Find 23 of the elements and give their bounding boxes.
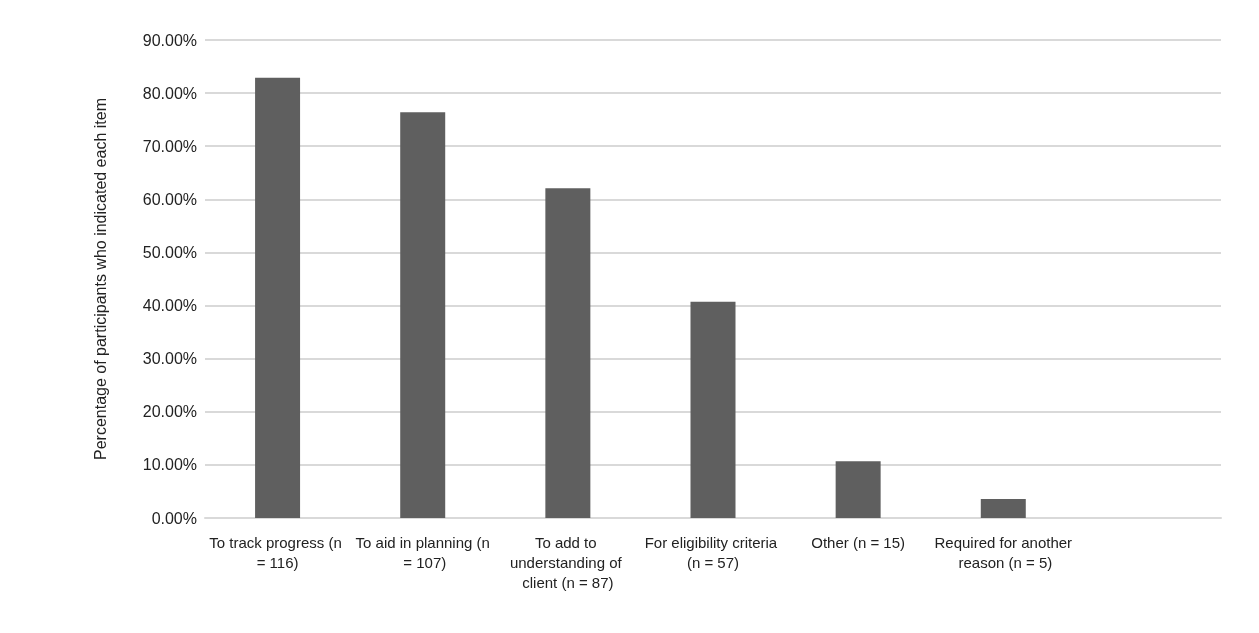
y-tick-label: 20.00% bbox=[142, 403, 197, 421]
x-tick-label: Other (n = 15) bbox=[811, 533, 906, 551]
y-tick-label: 90.00% bbox=[142, 31, 197, 49]
y-axis-title: Percentage of participants who indicated each item bbox=[91, 98, 109, 460]
x-tick-label: To track progress (n = 116) bbox=[209, 533, 346, 571]
bar bbox=[835, 461, 881, 518]
x-tick-label: To add to understanding of client (n = 87) bbox=[509, 533, 626, 591]
bar bbox=[545, 188, 591, 518]
y-tick-label: 50.00% bbox=[142, 243, 197, 261]
y-tick-label: 70.00% bbox=[142, 137, 197, 155]
x-tick-label: Required for another reason (n = 5) bbox=[934, 533, 1073, 571]
y-tick-label: 80.00% bbox=[142, 84, 197, 102]
bar bbox=[980, 498, 1026, 518]
bar bbox=[690, 301, 736, 518]
x-tick-label: To aid in planning (n = 107) bbox=[355, 533, 490, 571]
y-tick-label: 10.00% bbox=[142, 456, 197, 474]
bar bbox=[400, 112, 446, 518]
y-tick-label: 0.00% bbox=[151, 509, 197, 527]
bar bbox=[255, 77, 301, 518]
y-tick-label: 30.00% bbox=[142, 350, 197, 368]
x-tick-label: For eligibility criteria (n = 57) bbox=[644, 533, 782, 571]
y-tick-label: 60.00% bbox=[142, 190, 197, 208]
y-tick-label: 40.00% bbox=[142, 297, 197, 315]
